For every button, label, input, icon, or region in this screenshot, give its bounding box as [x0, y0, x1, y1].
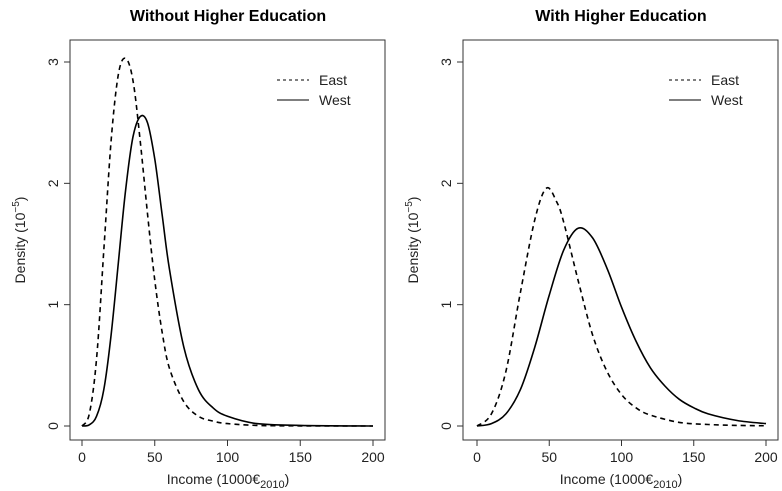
series-lines: [476, 186, 767, 427]
y-ticks: 0 1 2 3: [438, 58, 463, 430]
series-line-west: [81, 114, 374, 427]
y-tick-label: 0: [45, 422, 61, 430]
series-line-east: [476, 186, 767, 427]
x-tick-label: 200: [361, 449, 385, 465]
y-axis-label: Density (10−5): [404, 197, 421, 284]
panel-without-higher-education: Without Higher Education Income (1000€20…: [11, 8, 386, 491]
y-tick-label: 3: [438, 58, 454, 66]
y-tick-label: 1: [438, 301, 454, 309]
y-axis-label: Density (10−5): [11, 197, 28, 284]
y-ticks: 0 1 2 3: [45, 58, 70, 430]
plot-area: [462, 39, 779, 441]
x-ticks: 0 50 100 150 200: [473, 440, 778, 465]
panel-with-higher-education: With Higher Education Income (1000€2010)…: [404, 8, 779, 491]
legend: East West: [669, 72, 743, 108]
series-line-east: [81, 57, 374, 427]
legend-east-label: East: [711, 72, 739, 88]
y-tick-label: 2: [438, 179, 454, 187]
panel-title: With Higher Education: [535, 8, 706, 25]
legend: East West: [277, 72, 351, 108]
x-tick-label: 0: [473, 449, 481, 465]
panel-title: Without Higher Education: [130, 8, 326, 25]
series-lines: [81, 57, 374, 427]
x-tick-label: 50: [147, 449, 163, 465]
x-tick-label: 50: [541, 449, 557, 465]
y-tick-label: 0: [438, 422, 454, 430]
x-tick-label: 100: [216, 449, 240, 465]
y-tick-label: 1: [45, 301, 61, 309]
legend-west-label: West: [319, 92, 351, 108]
x-axis-label: Income (1000€2010): [167, 471, 290, 491]
legend-east-label: East: [319, 72, 347, 88]
y-tick-label: 3: [45, 58, 61, 66]
x-axis-label: Income (1000€2010): [560, 471, 683, 491]
y-tick-label: 2: [45, 179, 61, 187]
x-tick-label: 200: [754, 449, 778, 465]
x-tick-label: 100: [610, 449, 634, 465]
x-tick-label: 150: [289, 449, 313, 465]
legend-west-label: West: [711, 92, 743, 108]
x-tick-label: 0: [78, 449, 86, 465]
x-tick-label: 150: [682, 449, 706, 465]
x-ticks: 0 50 100 150 200: [78, 440, 385, 465]
series-line-west: [476, 226, 767, 427]
